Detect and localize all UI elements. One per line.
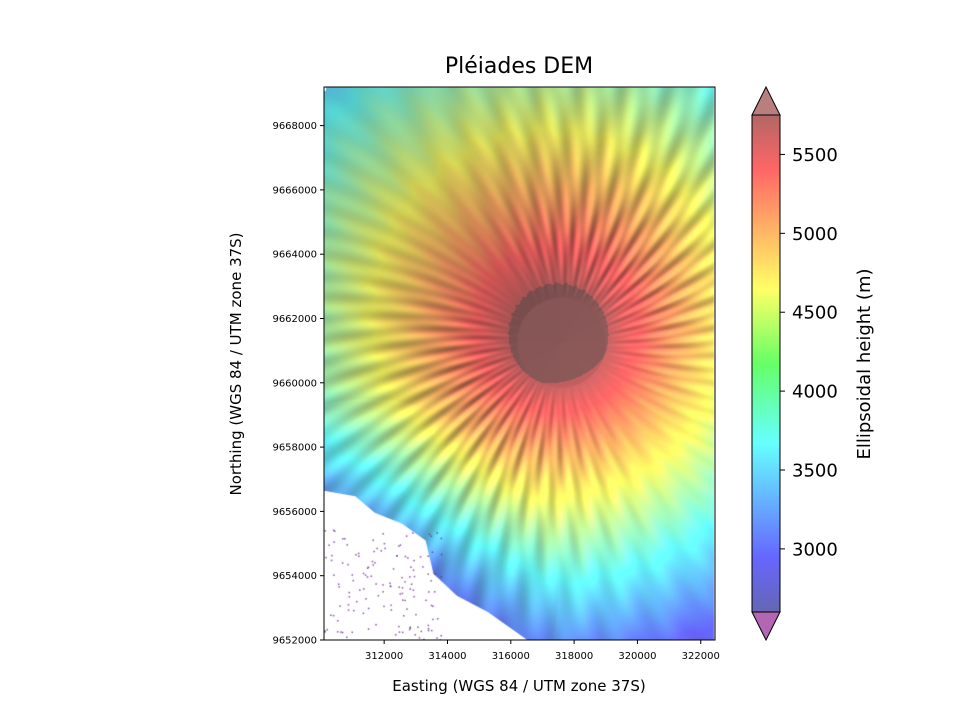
colorbar-extend-top bbox=[751, 85, 781, 116]
y-tick-label: 9666000 bbox=[272, 185, 317, 196]
colorbar: 3000 3500 4000 4500 5000 5500 Ellipsoidal hei… bbox=[751, 85, 875, 642]
colorbar-tick-label: 3500 bbox=[792, 461, 838, 482]
colorbar-label: Ellipsoidal height (m) bbox=[854, 268, 875, 459]
colorbar-tick-label: 5000 bbox=[792, 224, 838, 245]
x-tick-label: 314000 bbox=[428, 651, 466, 662]
x-tick-label: 322000 bbox=[682, 651, 720, 662]
colorbar-tick-label: 4000 bbox=[792, 382, 838, 403]
colorbar-body bbox=[751, 114, 781, 613]
y-tick-label: 9652000 bbox=[272, 636, 317, 647]
x-tick-label: 320000 bbox=[618, 651, 656, 662]
dem-heatmap bbox=[324, 87, 715, 640]
y-tick-label: 9658000 bbox=[272, 443, 317, 454]
colorbar-tick-label: 4500 bbox=[792, 303, 838, 324]
y-tick-label: 9668000 bbox=[272, 121, 317, 132]
dem-raster bbox=[324, 87, 715, 640]
x-tick-label: 318000 bbox=[555, 651, 593, 662]
colorbar-ticks: 3000 3500 4000 4500 5000 5500 bbox=[780, 145, 838, 560]
x-axis-label: Easting (WGS 84 / UTM zone 37S) bbox=[392, 677, 645, 695]
x-tick-label: 316000 bbox=[492, 651, 530, 662]
colorbar-tick-label: 5500 bbox=[792, 145, 838, 166]
chart-title: Pléiades DEM bbox=[445, 54, 593, 79]
colorbar-extend-bottom bbox=[751, 611, 781, 642]
y-tick-label: 9656000 bbox=[272, 507, 317, 518]
x-tick-label: 312000 bbox=[365, 651, 403, 662]
plot-frame bbox=[323, 86, 716, 641]
y-tick-label: 9660000 bbox=[272, 378, 317, 389]
y-axis-label: Northing (WGS 84 / UTM zone 37S) bbox=[227, 232, 245, 495]
y-tick-label: 9664000 bbox=[272, 250, 317, 261]
y-tick-label: 9654000 bbox=[272, 571, 317, 582]
y-axis: 9652000 9654000 9656000 9658000 9660000 96620… bbox=[272, 121, 324, 647]
x-axis: 312000 314000 316000 318000 320000 322000 bbox=[365, 640, 720, 662]
colorbar-tick-label: 3000 bbox=[792, 539, 838, 560]
y-tick-label: 9662000 bbox=[272, 314, 317, 325]
